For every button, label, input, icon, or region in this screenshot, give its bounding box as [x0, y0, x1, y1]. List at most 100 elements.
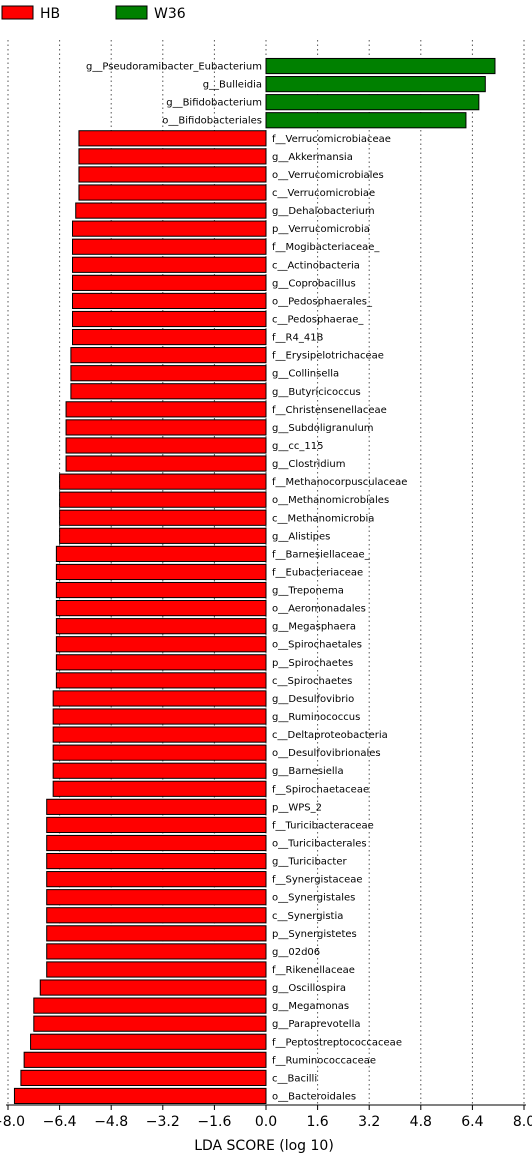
bar — [52, 690, 267, 707]
bar — [46, 925, 267, 942]
bar-label: g__Turicibacter — [272, 857, 347, 868]
bar — [75, 202, 267, 219]
bar — [52, 780, 267, 797]
bar — [55, 581, 267, 599]
bar-label: g__02d06 — [272, 947, 320, 958]
bar-label: f__Rikenellaceae — [272, 965, 355, 976]
bar — [13, 1087, 267, 1105]
bar-label: p__WPS_2 — [272, 802, 322, 813]
bar — [46, 816, 267, 834]
bar-label: g__Butyricicoccus — [272, 387, 361, 398]
bar-label: g__Desulfovibrio — [272, 694, 354, 705]
bar-label: o__Synergistales — [272, 893, 355, 904]
bar-label: c__Spirochaetes — [272, 676, 352, 687]
bar — [39, 979, 267, 996]
bars — [13, 57, 496, 1105]
bar-label: f__Christensenellaceae — [272, 405, 387, 416]
bar-label: c__Bacilli — [272, 1073, 317, 1084]
bar-label: g__cc_115 — [272, 441, 323, 452]
bar-label: g__Treponema — [272, 586, 344, 597]
bar — [46, 889, 267, 906]
bar-label: o__Aeromonadales — [272, 604, 366, 615]
bar-label: f__Turicibacteraceae — [272, 820, 374, 831]
bar — [59, 491, 267, 508]
x-tick-label: 3.2 — [358, 1114, 380, 1130]
bar-label: g__Coprobacillus — [272, 278, 356, 289]
bar — [65, 401, 267, 418]
legend: HB W36 — [1, 5, 186, 22]
x-tick-label: −8.0 — [0, 1114, 25, 1130]
bar — [55, 545, 267, 562]
bar — [55, 563, 267, 581]
bar-label: f__Synergistaceae — [272, 875, 363, 886]
bar-label: g__Akkermansia — [272, 152, 353, 163]
bar — [33, 1015, 267, 1032]
bar — [55, 600, 267, 617]
bar-label: g__Barnesiella — [272, 766, 344, 777]
bar — [46, 907, 267, 924]
bar-label: g__Alistipes — [272, 531, 330, 542]
bar — [78, 166, 267, 183]
bar-label: g__Bulleidia — [203, 80, 262, 91]
bar — [23, 1051, 267, 1068]
bar — [72, 256, 267, 273]
bar-label: f__Ruminococcaceae — [272, 1055, 376, 1066]
bar-label: c__Pedosphaerae_ — [272, 315, 364, 326]
bar-label: o__Bifidobacteriales — [162, 116, 262, 127]
bar-label: f__Barnesiellaceae_ — [272, 549, 371, 560]
bar-label: o__Bacteroidales — [272, 1091, 356, 1102]
bar-label: f__Erysipelotrichaceae — [272, 351, 384, 362]
bar — [265, 57, 496, 75]
bar — [265, 112, 467, 129]
bar-label: c__Verrucomicrobiae — [272, 188, 375, 199]
bar — [265, 76, 486, 93]
bar-label: g__Bifidobacterium — [166, 98, 262, 109]
bar — [70, 365, 267, 382]
bar — [46, 961, 267, 978]
x-tick-label: 8.0 — [513, 1114, 532, 1130]
bar-label: c__Deltaproteobacteria — [272, 730, 388, 741]
bar — [55, 654, 267, 671]
bar — [65, 419, 267, 436]
bar — [46, 871, 267, 888]
bar-label: f__R4_41B — [272, 333, 324, 344]
bar-label: p__Verrucomicrobia — [272, 224, 370, 235]
bar-label: c__Methanomicrobia — [272, 513, 374, 524]
bar-label: f__Verrucomicrobiaceae — [272, 134, 391, 145]
bar — [46, 852, 267, 870]
bar — [52, 744, 267, 761]
bar-label: g__Pseudoramibacter_Eubacterium — [86, 62, 262, 73]
bar — [78, 130, 267, 147]
bar-label: o__Spirochaetales — [272, 640, 362, 651]
bar — [46, 834, 267, 852]
legend-swatch-w36 — [115, 5, 148, 20]
bar — [30, 1033, 267, 1050]
legend-label-w36: W36 — [154, 6, 186, 22]
bar — [72, 328, 267, 346]
bar — [65, 455, 267, 472]
bar — [72, 274, 267, 291]
bar-label: g__Subdoligranulum — [272, 423, 374, 434]
x-tick-label: −3.2 — [146, 1114, 180, 1130]
bar-label: g__Dehalobacterium — [272, 206, 375, 217]
bar-label: g__Megasphaera — [272, 622, 356, 633]
bar-label: g__Megamonas — [272, 1001, 349, 1012]
bar — [70, 383, 267, 400]
bar — [55, 636, 267, 653]
bar-label: o__Verrucomicrobiales — [272, 170, 384, 181]
x-tick-label: −1.6 — [197, 1114, 231, 1130]
bar-label: f__Mogibacteriaceae_ — [272, 242, 380, 253]
bar-label: o__Turicibacterales — [272, 839, 367, 850]
bar-label: f__Eubacteriaceae — [272, 567, 363, 578]
bar — [72, 238, 267, 255]
bar-label: g__Clostridium — [272, 459, 345, 470]
bar-label: f__Spirochaetaceae — [272, 784, 369, 795]
bar — [78, 184, 267, 201]
bar — [59, 509, 267, 526]
bar — [65, 437, 267, 454]
x-tick-label: 6.4 — [461, 1114, 483, 1130]
bar-label: f__Methanocorpusculaceae — [272, 477, 407, 488]
x-tick-label: −4.8 — [94, 1114, 128, 1130]
bar-label: o__Pedosphaerales_ — [272, 296, 373, 307]
